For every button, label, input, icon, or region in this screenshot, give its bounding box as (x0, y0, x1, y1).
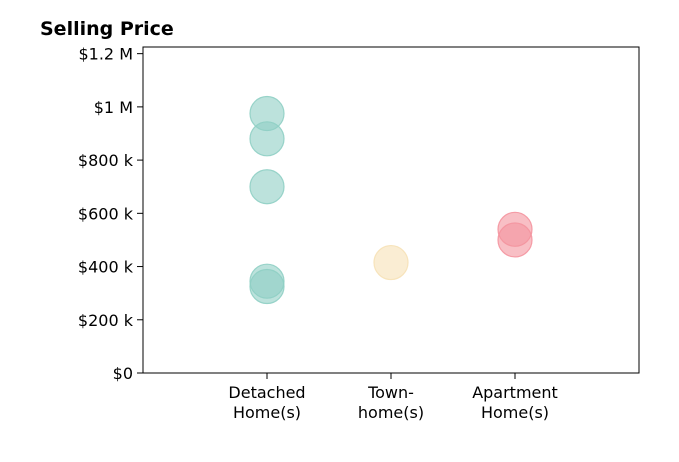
x-tick-label: Home(s) (233, 403, 301, 422)
data-point (249, 121, 285, 157)
data-point (249, 268, 285, 305)
x-tick-label: Town- (367, 383, 414, 402)
y-tick-label: $200 k (78, 311, 134, 330)
data-point (373, 244, 409, 281)
y-tick-label: $800 k (78, 151, 134, 170)
y-axis: $0 $200 k $400 k $600 k $800 k $1 M $1.2 M (78, 45, 143, 383)
y-tick-label: $600 k (78, 204, 134, 223)
y-tick-label: $1 M (94, 98, 133, 117)
x-tick-label: home(s) (358, 403, 424, 422)
y-tick-label: $0 (113, 364, 133, 383)
data-point (497, 222, 533, 258)
data-point (249, 169, 285, 205)
y-tick-label: $400 k (78, 258, 134, 277)
chart-title: Selling Price (40, 18, 174, 40)
x-tick-label: Apartment (472, 383, 558, 402)
y-tick-label: $1.2 M (78, 45, 133, 64)
x-tick-label: Detached (228, 383, 305, 402)
points-layer (249, 95, 533, 305)
x-tick-label: Home(s) (481, 403, 549, 422)
x-axis: DetachedHome(s)Town-home(s)ApartmentHome… (228, 373, 558, 422)
plot-frame (142, 46, 640, 374)
